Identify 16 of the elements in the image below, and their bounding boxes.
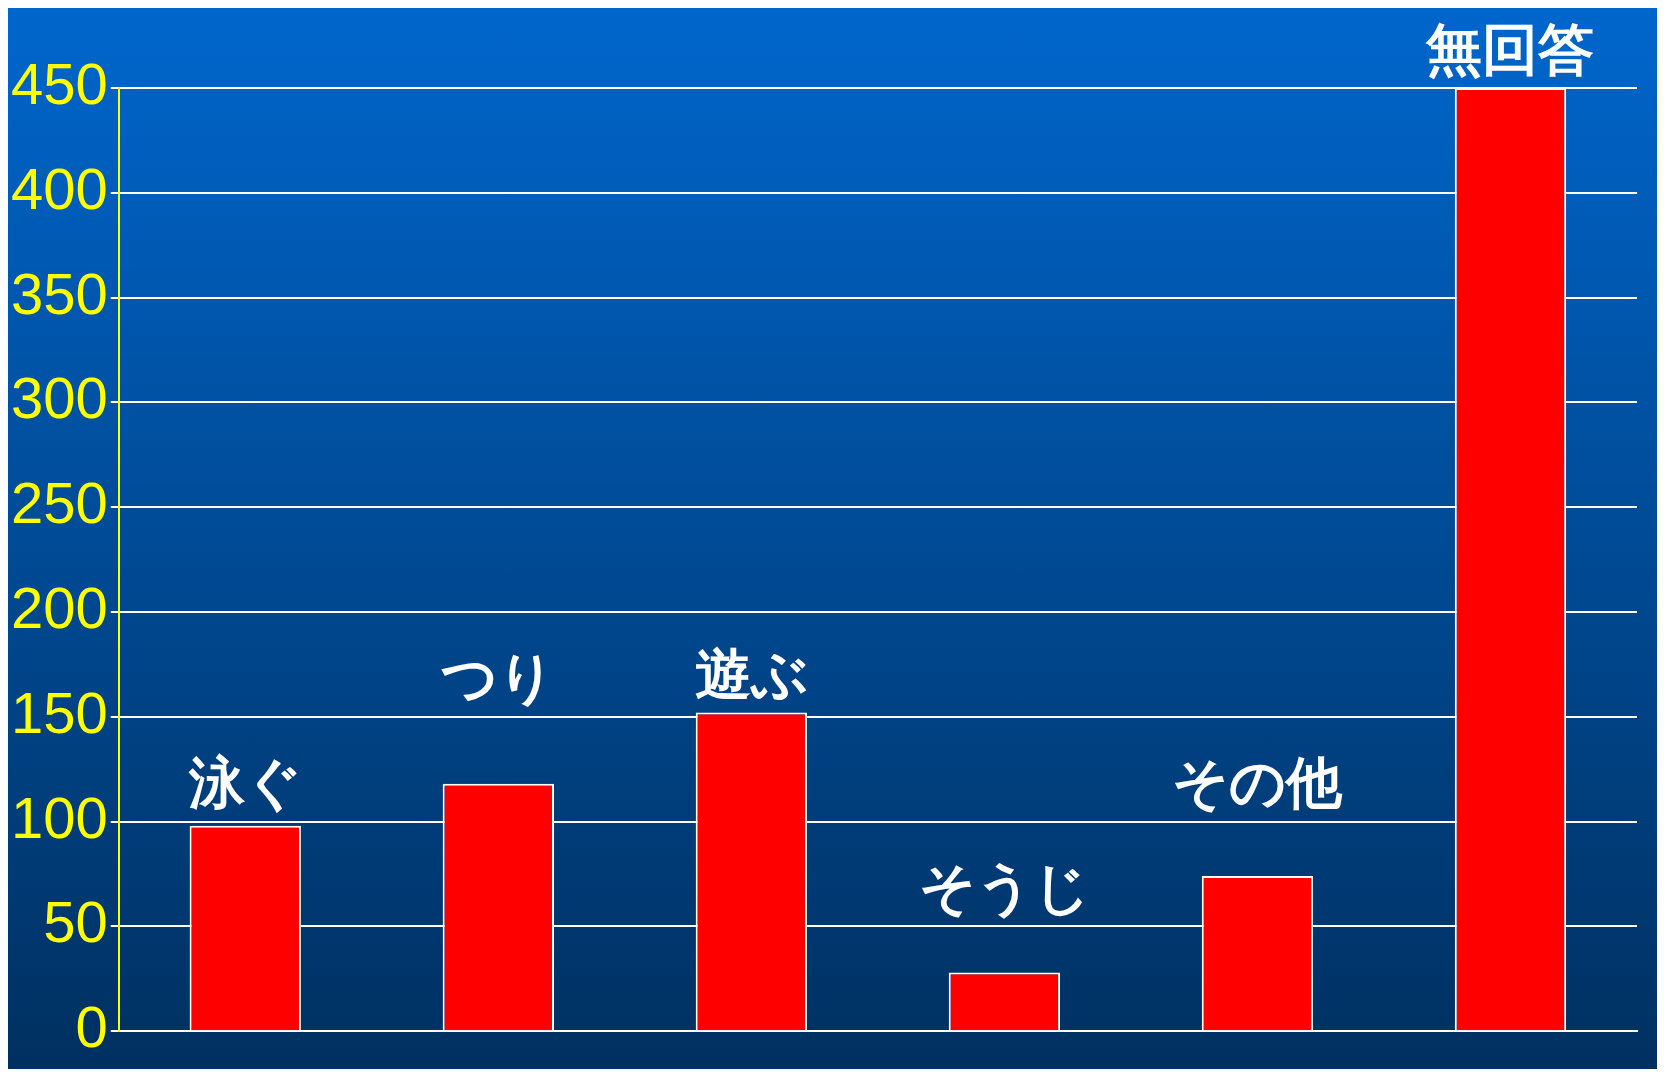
x-tick-label: 遊ぶ [694, 641, 808, 707]
y-tick-label: 100 [10, 784, 108, 850]
y-tick-label: 50 [43, 889, 108, 955]
y-tick-label: 200 [10, 575, 108, 640]
x-tick-label: つり [441, 645, 556, 711]
x-tick-label: 泳ぐ [187, 750, 302, 816]
y-tick-label: 300 [10, 365, 108, 431]
y-tick-label: 450 [10, 51, 108, 116]
y-tick-label: 0 [75, 994, 108, 1060]
x-tick-label: そうじ [918, 854, 1090, 920]
x-tick-label: 無回答 [1425, 16, 1595, 82]
y-tick-label: 400 [10, 155, 108, 221]
y-tick-label: 350 [10, 260, 108, 326]
y-tick-label: 150 [10, 679, 108, 745]
y-tick-label: 250 [10, 470, 108, 536]
x-tick-label: その他 [1172, 750, 1344, 816]
